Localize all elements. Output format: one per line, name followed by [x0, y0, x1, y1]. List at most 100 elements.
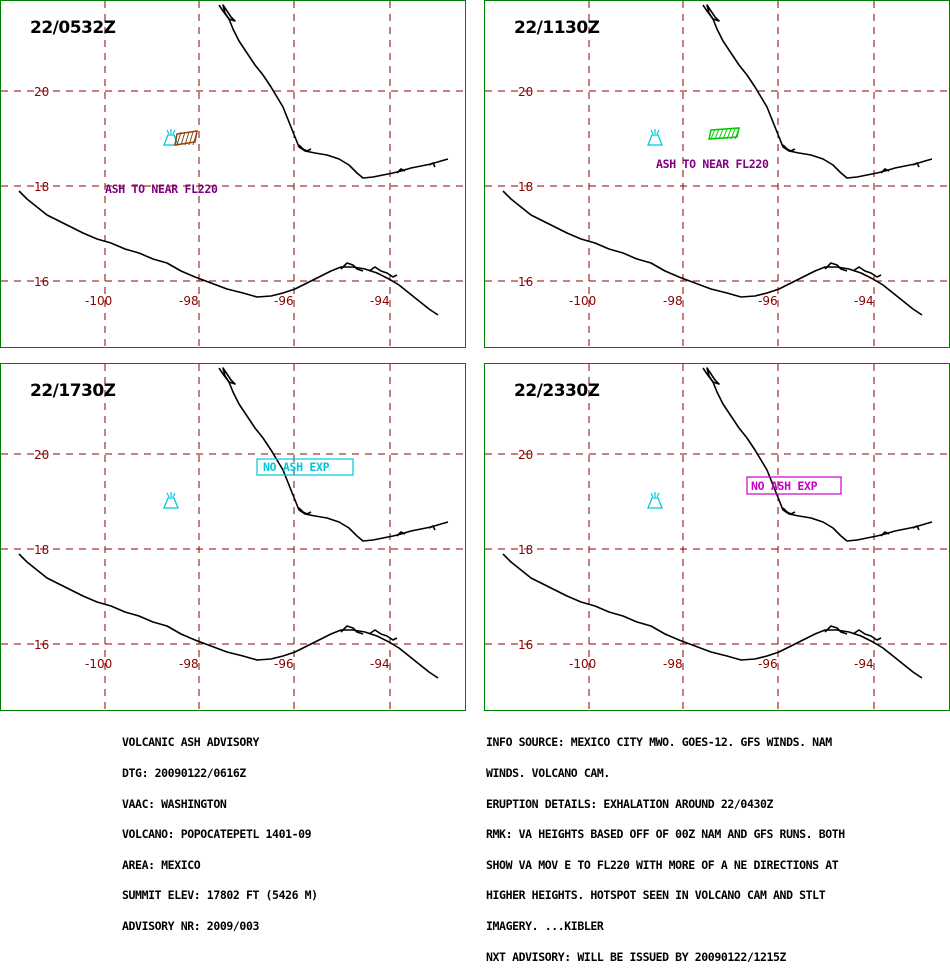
volcano-icon	[163, 492, 179, 509]
grid-labels: 20 18 16 -100 -98 -96 -94	[34, 448, 390, 671]
advisory-dtg: DTG: 20090122/0616Z	[122, 766, 246, 781]
coast-segment	[218, 367, 449, 542]
lat-label: 20	[518, 85, 533, 99]
advisory-vaac: VAAC: WASHINGTON	[122, 796, 227, 811]
volcano-icon	[647, 492, 663, 509]
lon-label: -94	[370, 294, 390, 308]
coast-segment	[782, 507, 796, 515]
coast-segment	[824, 262, 848, 272]
map-panel-4: 20 18 16 -100 -98 -96 -94 NO ASH EXP 22/2330Z	[484, 363, 950, 712]
lat-label: 16	[518, 275, 533, 289]
coast-segment	[502, 190, 923, 316]
ash-hatch	[726, 128, 732, 140]
coast-segment	[852, 266, 882, 278]
ash-hatch	[184, 131, 190, 146]
advisory-right: INFO SOURCE: MEXICO CITY MWO. GOES-12. G…	[486, 717, 845, 972]
lon-label: -94	[854, 294, 874, 308]
advisory-remark-2: SHOW VA MOV E TO FL220 WITH MORE OF A NE…	[486, 857, 839, 872]
coast-segment	[340, 625, 364, 635]
lon-label: -98	[179, 657, 199, 671]
volcano-icon	[647, 129, 663, 146]
coast-segment	[396, 531, 406, 537]
lat-label: 16	[518, 638, 533, 652]
coast-segment	[222, 367, 236, 385]
ash-hatch	[710, 128, 716, 140]
lon-label: -96	[758, 657, 778, 671]
coast-segment	[502, 553, 923, 679]
coast-segment	[912, 525, 920, 531]
lon-label: -100	[569, 657, 596, 671]
map-panel-2: 20 18 16 -100 -98 -96 -94 ASH TO NEAR FL220 22…	[484, 0, 950, 349]
ash-overlay: ASH TO NEAR FL220	[105, 129, 218, 196]
map-canvas-4: 20 18 16 -100 -98 -96 -94 NO ASH EXP	[485, 364, 950, 712]
coast-segment	[824, 625, 848, 635]
lat-label: 16	[34, 275, 49, 289]
map-canvas-3: 20 18 16 -100 -98 -96 -94 NO ASH EXP	[1, 364, 467, 712]
ash-hatch	[714, 128, 720, 140]
lon-label: -100	[569, 294, 596, 308]
lon-label: -94	[370, 657, 390, 671]
advisory-summit: SUMMIT ELEV: 17802 FT (5426 M)	[122, 888, 318, 903]
map-canvas-1: 20 18 16 -100 -98 -96 -94 ASH TO NEAR FL220	[1, 1, 467, 349]
coast-segment	[298, 507, 312, 515]
advisory-remark-3: HIGHER HEIGHTS. HOTSPOT SEEN IN VOLCANO …	[486, 888, 826, 903]
coast-segment	[368, 629, 398, 641]
lon-label: -98	[663, 294, 683, 308]
ash-hatch	[730, 128, 736, 140]
coast-segment	[298, 144, 312, 152]
coast-segment	[702, 367, 933, 542]
map-panel-3: 20 18 16 -100 -98 -96 -94 NO ASH EXP 22/1730Z	[0, 363, 467, 712]
advisory-remark: RMK: VA HEIGHTS BASED OFF OF 00Z NAM AND…	[486, 827, 845, 842]
coast-segment	[428, 525, 436, 531]
coast-segment	[880, 531, 890, 537]
ash-hatch	[722, 128, 728, 140]
lat-label: 18	[34, 180, 49, 194]
lon-label: -96	[758, 294, 778, 308]
grid-lines	[485, 364, 950, 712]
map-canvas-2: 20 18 16 -100 -98 -96 -94 ASH TO NEAR FL220	[485, 1, 950, 349]
coast-segment	[706, 367, 720, 385]
lon-label: -96	[274, 657, 294, 671]
coastline	[502, 367, 933, 679]
advisory-title: VOLCANIC ASH ADVISORY	[122, 735, 259, 750]
coastline	[502, 4, 933, 316]
no-ash-label: NO ASH EXP	[263, 460, 330, 474]
advisory-info-source-cont: WINDS. VOLCANO CAM.	[486, 766, 610, 781]
coast-segment	[396, 168, 406, 174]
ash-hatch	[718, 128, 724, 140]
advisory-next: NXT ADVISORY: WILL BE ISSUED BY 20090122…	[486, 949, 787, 964]
ash-overlay: NO ASH EXP	[647, 476, 842, 509]
grid-lines	[1, 364, 467, 712]
ash-overlay: ASH TO NEAR FL220	[647, 127, 769, 171]
coastline	[18, 367, 449, 679]
ash-hatch	[192, 131, 198, 146]
no-ash-box	[256, 458, 354, 476]
lat-label: 20	[34, 448, 49, 462]
panel-time: 22/1730Z	[30, 381, 116, 401]
lon-label: -98	[179, 294, 199, 308]
ash-hatch	[734, 128, 740, 140]
lon-label: -98	[663, 657, 683, 671]
coast-segment	[880, 168, 890, 174]
advisory-info-source: INFO SOURCE: MEXICO CITY MWO. GOES-12. G…	[486, 735, 832, 750]
grid-labels: 20 18 16 -100 -98 -96 -94	[34, 85, 390, 308]
lat-label: 18	[518, 180, 533, 194]
ash-height-label: ASH TO NEAR FL220	[105, 182, 218, 196]
lon-label: -100	[85, 294, 112, 308]
coast-segment	[18, 190, 439, 316]
no-ash-label: NO ASH EXP	[751, 479, 818, 493]
advisory-volcano: VOLCANO: POPOCATEPETL 1401-09	[122, 827, 312, 842]
ash-height-label: ASH TO NEAR FL220	[656, 157, 769, 171]
panel-time: 22/1130Z	[514, 18, 600, 38]
coast-segment	[782, 144, 796, 152]
ash-hatch	[176, 131, 182, 146]
ash-overlay: NO ASH EXP	[163, 458, 354, 509]
lat-label: 16	[34, 638, 49, 652]
grid-labels: 20 18 16 -100 -98 -96 -94	[518, 448, 874, 671]
advisory-eruption: ERUPTION DETAILS: EXHALATION AROUND 22/0…	[486, 796, 774, 811]
coastline	[18, 4, 449, 316]
coast-segment	[706, 4, 720, 22]
no-ash-box	[746, 476, 842, 495]
coast-segment	[702, 4, 933, 179]
advisory-area: AREA: MEXICO	[122, 857, 201, 872]
